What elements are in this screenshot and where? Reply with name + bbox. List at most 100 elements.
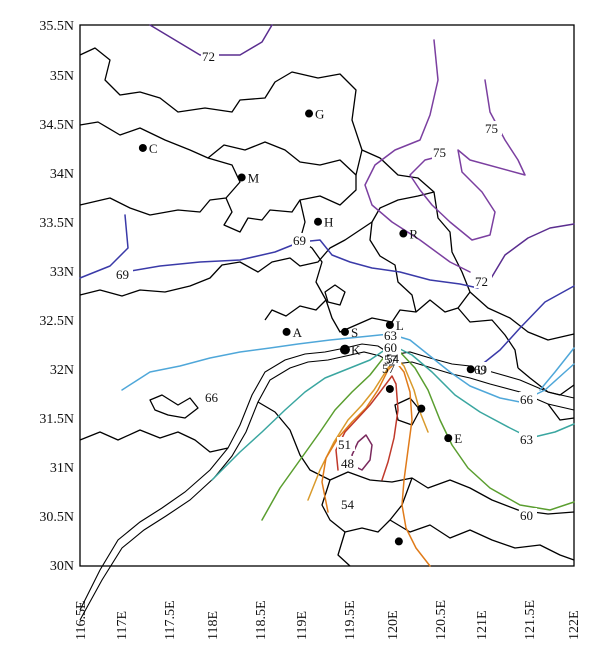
y-tick: 30N <box>50 559 74 574</box>
contour-label: 63 <box>520 432 533 447</box>
contour-60 <box>261 351 575 521</box>
station-marker <box>417 404 426 413</box>
station-label: L <box>396 318 404 333</box>
contour-label: 51 <box>338 437 351 452</box>
y-axis: 35.5N 35N 34.5N 34N 33.5N 33N 32.5N 32N … <box>39 19 74 574</box>
contour-label: 54 <box>341 497 355 512</box>
boundary-south-4 <box>389 519 575 561</box>
station-marker <box>237 173 246 182</box>
station-label: A <box>293 325 303 340</box>
boundary-south-1 <box>257 401 575 515</box>
contour-69-east <box>479 285 575 367</box>
contour-label: 60 <box>520 508 533 523</box>
contour-label: 72 <box>475 274 488 289</box>
station-marker <box>466 365 475 374</box>
x-tick: 118.5E <box>254 600 269 640</box>
x-axis: 116.5E 117E 117.5E 118E 118.5E 119E 119.… <box>74 600 582 640</box>
contour-label: 72 <box>202 49 215 64</box>
x-tick: 120E <box>386 610 401 640</box>
contour-label: 54 <box>386 351 400 366</box>
station-marker <box>444 434 453 443</box>
x-tick: 117E <box>115 611 130 640</box>
contour-label: 66 <box>520 392 534 407</box>
contour-labels: 72 75 75 69 69 72 63 60 57 54 57 69 66 6… <box>115 49 537 523</box>
contour-label: 57 <box>382 361 396 376</box>
station-marker <box>385 384 394 393</box>
x-tick: 121E <box>475 610 490 640</box>
y-tick: 35.5N <box>39 19 74 34</box>
station-label: K <box>351 343 361 358</box>
contour-54 <box>321 361 431 567</box>
station-label: R <box>409 227 418 242</box>
contour-label: 57 <box>384 352 398 367</box>
y-tick: 32.5N <box>39 314 74 329</box>
boundary-upper-1 <box>79 121 363 176</box>
y-tick: 33N <box>50 265 74 280</box>
y-tick: 31.5N <box>39 412 74 427</box>
contour-69-north <box>79 214 479 289</box>
contour-72-east <box>489 223 575 281</box>
y-tick: 33.5N <box>39 216 74 231</box>
station-label: C <box>149 141 158 156</box>
station-label: U <box>477 362 487 377</box>
contour-label: 66 <box>205 390 219 405</box>
station-label: G <box>315 107 324 122</box>
contour-75-outer <box>364 39 471 273</box>
boundary-mid-1 <box>79 191 435 297</box>
station-marker <box>314 217 323 226</box>
boundary-mid-5 <box>457 307 519 369</box>
contour-label: 48 <box>341 456 354 471</box>
boundary-mid-3 <box>369 221 417 313</box>
contour-75-inner <box>409 79 526 241</box>
contour-57 <box>307 357 429 501</box>
river-south-bank <box>79 351 575 621</box>
x-tick: 119.5E <box>343 600 358 640</box>
station-label: H <box>324 215 333 230</box>
station-marker <box>339 344 350 355</box>
x-tick: 117.5E <box>163 600 178 640</box>
station-label: S <box>351 325 358 340</box>
contour-66-west <box>121 333 575 403</box>
lake-2 <box>324 284 346 306</box>
station-marker <box>282 327 291 336</box>
stations: G C M H R A S L K U E <box>138 107 487 546</box>
boundary-upper-2 <box>79 157 241 216</box>
contour-label: 69 <box>293 233 306 248</box>
station-marker <box>305 109 314 118</box>
river-north-bank <box>79 343 575 611</box>
contour-label: 60 <box>384 340 397 355</box>
boundary-west-2 <box>149 394 199 419</box>
x-tick: 122E <box>567 610 582 640</box>
contour-label: 75 <box>485 121 498 136</box>
boundary-west-1 <box>79 429 229 453</box>
y-tick: 34.5N <box>39 118 74 133</box>
boundary-mid-4 <box>264 299 327 321</box>
contour-label: 69 <box>116 267 129 282</box>
station-marker <box>340 327 349 336</box>
contour-label: 75 <box>433 145 446 160</box>
boundary-upper-3 <box>223 175 357 233</box>
x-tick: 120.5E <box>434 600 449 640</box>
contour-72-top <box>149 24 273 56</box>
y-tick: 30.5N <box>39 510 74 525</box>
boundary-south-2 <box>321 477 413 533</box>
station-marker <box>138 143 147 152</box>
boundary-south-3 <box>337 531 351 567</box>
x-tick: 119E <box>295 611 310 640</box>
station-label: M <box>248 170 260 185</box>
contour-51 <box>335 375 399 481</box>
y-tick: 34N <box>50 167 74 182</box>
x-tick: 121.5E <box>523 600 538 640</box>
y-tick: 35N <box>50 69 74 84</box>
x-tick: 118E <box>206 611 221 640</box>
map-frame <box>79 24 575 567</box>
station-marker <box>394 537 403 546</box>
contour-label: 69 <box>474 362 487 377</box>
x-tick: 116.5E <box>74 600 89 640</box>
contour-label: 63 <box>384 328 397 343</box>
y-tick: 31N <box>50 461 74 476</box>
y-tick: 32N <box>50 363 74 378</box>
station-label: E <box>454 431 462 446</box>
station-marker <box>399 229 408 238</box>
